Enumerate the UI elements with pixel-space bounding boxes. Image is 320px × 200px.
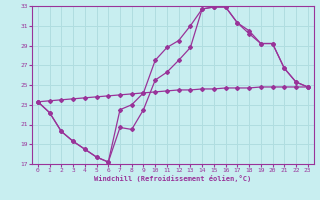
X-axis label: Windchill (Refroidissement éolien,°C): Windchill (Refroidissement éolien,°C) — [94, 175, 252, 182]
